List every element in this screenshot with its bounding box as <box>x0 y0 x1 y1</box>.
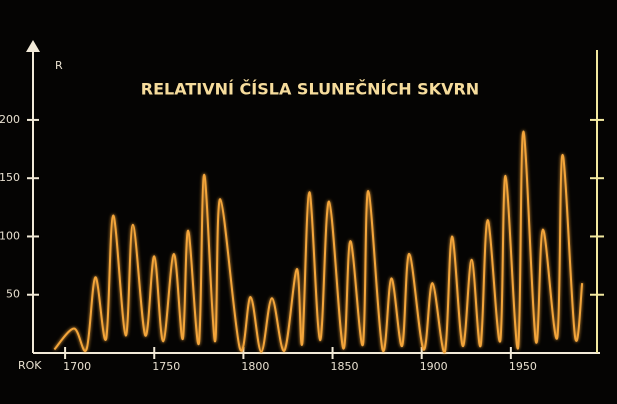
y-axis-label: R <box>55 59 63 72</box>
y-tick-label: 150 <box>0 171 20 184</box>
y-tick-label: 100 <box>0 229 20 242</box>
x-tick-label: 1700 <box>63 360 91 373</box>
x-tick-label: 1800 <box>241 360 269 373</box>
x-tick-label: 1900 <box>420 360 448 373</box>
x-tick-label: 1850 <box>331 360 359 373</box>
x-tick-label: 1750 <box>152 360 180 373</box>
y-axis-arrow <box>26 40 40 52</box>
y-tick-label: 50 <box>6 288 20 301</box>
x-axis-label: ROK <box>18 359 42 372</box>
y-tick-label: 200 <box>0 113 20 126</box>
chart-title: RELATIVNÍ ČÍSLA SLUNEČNÍCH SKVRN <box>141 80 479 99</box>
data-line <box>53 130 584 353</box>
x-tick-label: 1950 <box>509 360 537 373</box>
